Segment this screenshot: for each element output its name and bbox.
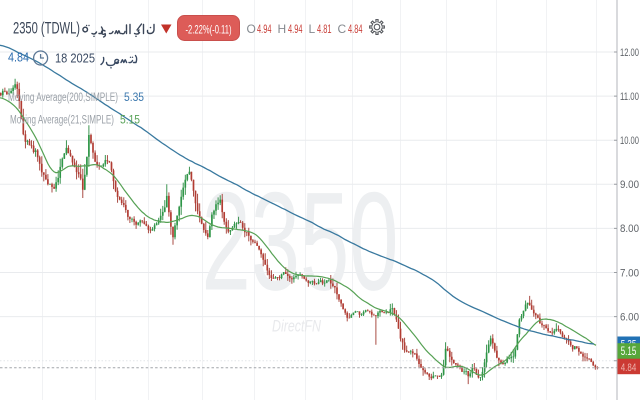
svg-text:4.81: 4.81 (317, 22, 332, 36)
svg-text:4.94: 4.94 (288, 22, 303, 36)
svg-text:O: O (247, 22, 256, 36)
svg-text:2350 (TDWL): 2350 (TDWL) (13, 20, 80, 38)
svg-text:12.00: 12.00 (620, 47, 639, 59)
svg-text:5.35: 5.35 (124, 90, 144, 104)
svg-text:Moving Average(200,SIMPLE): Moving Average(200,SIMPLE) (8, 92, 118, 104)
svg-text:4.94: 4.94 (257, 22, 272, 36)
svg-text:8.00: 8.00 (620, 223, 639, 235)
svg-text:10.00: 10.00 (620, 135, 639, 147)
svg-text:4.84: 4.84 (348, 22, 363, 36)
svg-text:H: H (278, 22, 287, 36)
svg-text:18 2025: 18 2025 (55, 51, 95, 66)
svg-text:7.00: 7.00 (620, 267, 639, 279)
svg-text:C: C (338, 22, 347, 36)
svg-text:5.15: 5.15 (621, 346, 637, 358)
svg-text:9.00: 9.00 (620, 179, 639, 191)
svg-text:11.00: 11.00 (620, 91, 639, 103)
svg-text:DirectFN: DirectFN (272, 317, 322, 336)
svg-text:4.84: 4.84 (8, 51, 29, 65)
svg-text:5.15: 5.15 (120, 113, 140, 127)
svg-text:2350: 2350 (202, 163, 399, 320)
svg-text:L: L (309, 22, 316, 36)
svg-text:6.00: 6.00 (620, 311, 639, 323)
svg-text:4.84: 4.84 (621, 362, 637, 374)
svg-text:Moving Average(21,SIMPLE): Moving Average(21,SIMPLE) (10, 115, 114, 127)
svg-text:-2.22%(-0.11): -2.22%(-0.11) (186, 23, 232, 37)
